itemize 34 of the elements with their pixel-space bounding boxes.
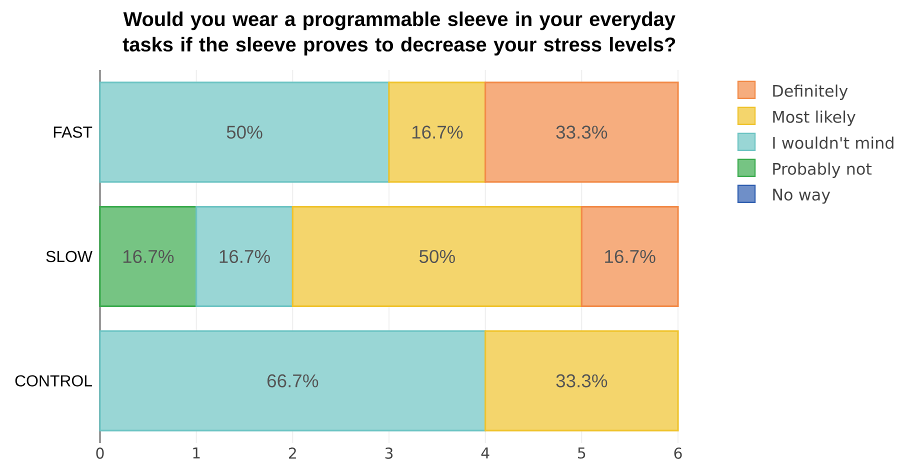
legend-label: Probably not — [773, 162, 872, 178]
bar — [196, 206, 294, 308]
bar — [484, 82, 679, 183]
annotation: 16.7% — [123, 250, 174, 264]
chart-title: Would you wear a programmable sleeve in your everyday tasks if the sleeve proves to decrease your stress levels? — [122, 12, 676, 56]
annotation: 16.7% — [605, 250, 656, 264]
legend-label: I wouldn't mind — [773, 136, 894, 149]
bar — [388, 82, 486, 183]
annotation: 16.7% — [412, 126, 463, 139]
y-tick-label: FAST — [54, 126, 92, 138]
annotation: 16.7% — [220, 250, 270, 264]
bar — [99, 206, 198, 308]
annotation: 33.3% — [556, 126, 608, 139]
x-tick-label: 1 — [193, 448, 200, 458]
y-tick-label: SLOW — [46, 250, 92, 262]
annotation: 33.3% — [556, 374, 608, 388]
x-tick-label: 3 — [385, 448, 393, 459]
legend-label: Most likely — [773, 110, 856, 126]
x-tick-label: 0 — [96, 448, 104, 459]
bar — [99, 82, 390, 183]
legend-label: No way — [773, 188, 830, 204]
y-tick-label: CONTROL — [15, 375, 92, 386]
annotation: 66.7% — [267, 374, 318, 388]
bar — [580, 206, 679, 308]
legend-label: Definitely — [773, 84, 848, 100]
bar — [292, 206, 582, 308]
annotation: 50% — [226, 126, 262, 139]
bar — [484, 330, 679, 432]
bar — [99, 330, 486, 432]
x-tick-label: 6 — [674, 448, 682, 459]
annotation: 50% — [419, 250, 455, 264]
x-tick-label: 2 — [289, 448, 296, 459]
x-tick-label: 5 — [578, 448, 586, 459]
x-tick-label: 4 — [481, 448, 490, 458]
